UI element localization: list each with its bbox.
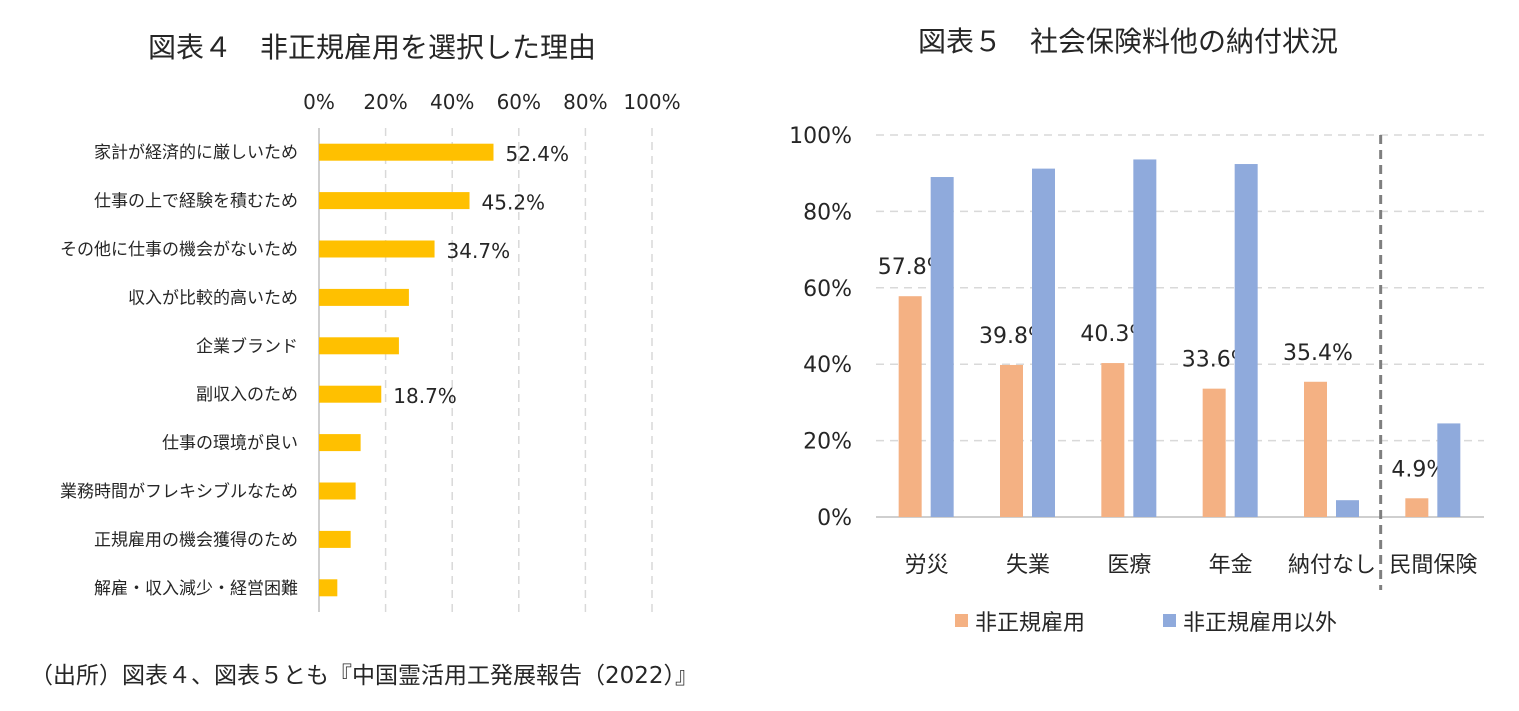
chart5-bar-series1: [1304, 381, 1327, 517]
chart5-category-label: 医療: [1107, 553, 1151, 578]
source-note: （出所）図表４、図表５とも『中国霊活用工発展報告（2022）』: [30, 663, 699, 689]
chart5-bar-series1: [898, 296, 922, 517]
chart5-category-label: 年金: [1209, 553, 1253, 578]
chart4-category-label: 仕事の環境が良い: [162, 434, 298, 454]
chart5-legend-label: 非正規雇用: [975, 611, 1085, 636]
chart4-x-tick-label: 40%: [430, 90, 474, 114]
chart5-bar-series1: [1405, 498, 1429, 517]
chart4-title: 図表４ 非正規雇用を選択した理由: [148, 31, 597, 64]
chart5-bar-series1: [1101, 363, 1125, 517]
chart4-bar: [319, 337, 399, 355]
chart4-bar: [319, 482, 356, 500]
chart4-category-label: 業務時間がフレキシブルなため: [60, 481, 298, 502]
chart5-bar-series1: [1000, 364, 1023, 517]
chart4-bar: [319, 579, 338, 597]
chart5-bar-series2: [1336, 500, 1359, 517]
chart5-bar-series2: [930, 177, 954, 517]
chart5-legend-swatch: [955, 614, 968, 627]
chart4-bar: [319, 385, 382, 403]
chart5-bar-series2: [1234, 164, 1258, 518]
chart4-category-label: 解雇・収入減少・経営困難: [94, 579, 298, 599]
chart5-y-tick-label: 100%: [789, 124, 852, 149]
chart4-x-tick-label: 20%: [363, 90, 407, 114]
chart5-bar-series2: [1437, 423, 1461, 517]
chart5-category-label: 民間保険: [1389, 553, 1477, 578]
chart4-bar: [319, 240, 435, 258]
chart5-bar-series1: [1202, 388, 1226, 517]
chart4-x-tick-label: 100%: [623, 90, 680, 114]
chart4-x-tick-label: 80%: [563, 90, 607, 114]
chart5-data-label: 35.4%: [1283, 341, 1353, 366]
chart4-category-label: 正規雇用の機会獲得のため: [94, 530, 298, 550]
chart5-legend-label: 非正規雇用以外: [1183, 611, 1337, 636]
chart5-category-label: 失業: [1006, 553, 1050, 578]
chart5-category-label: 納付なし: [1288, 553, 1376, 578]
chart4-category-label: 仕事の上で経験を積むため: [94, 192, 298, 212]
chart5-y-tick-label: 80%: [803, 200, 852, 225]
chart4-bar: [319, 192, 470, 210]
chart4-data-label: 34.7%: [447, 239, 511, 263]
chart5-y-tick-label: 60%: [803, 277, 852, 302]
chart5-grouped-bar-chart: 0%20%40%60%80%100%労災57.8%失業39.8%医療40.3%年…: [789, 124, 1484, 636]
chart4-category-label: 副収入のため: [196, 385, 298, 405]
chart4-bar: [319, 434, 361, 452]
chart4-bar: [319, 530, 351, 548]
chart4-x-tick-label: 0%: [303, 90, 335, 114]
chart4-bar: [319, 288, 409, 306]
chart4-x-tick-label: 60%: [497, 90, 541, 114]
chart4-category-label: その他に仕事の機会がないため: [60, 240, 298, 260]
chart5-category-label: 労災: [905, 553, 949, 578]
chart4-category-label: 家計が経済的に厳しいため: [94, 143, 298, 163]
chart5-title: 図表５ 社会保険料他の納付状況: [918, 25, 1339, 58]
chart5-y-tick-label: 0%: [817, 506, 852, 531]
chart4-horizontal-bar-chart: 0% 20% 40% 60% 80% 100% 家計が経済的に厳しいため 52.4% 仕事の上で…: [60, 90, 681, 612]
chart5-y-tick-label: 40%: [803, 353, 852, 378]
chart4-category-label: 企業ブランド: [196, 336, 298, 357]
chart4-data-label: 18.7%: [393, 384, 457, 408]
chart4-data-label: 45.2%: [482, 191, 546, 215]
chart4-category-label: 収入が比較的高いため: [128, 288, 298, 308]
chart4-data-label: 52.4%: [505, 142, 569, 166]
chart5-bar-series2: [1032, 168, 1055, 517]
chart4-bar: [319, 143, 494, 161]
chart5-legend-swatch: [1163, 614, 1176, 627]
chart5-y-tick-label: 20%: [803, 430, 852, 455]
chart5-bar-series2: [1133, 159, 1157, 517]
